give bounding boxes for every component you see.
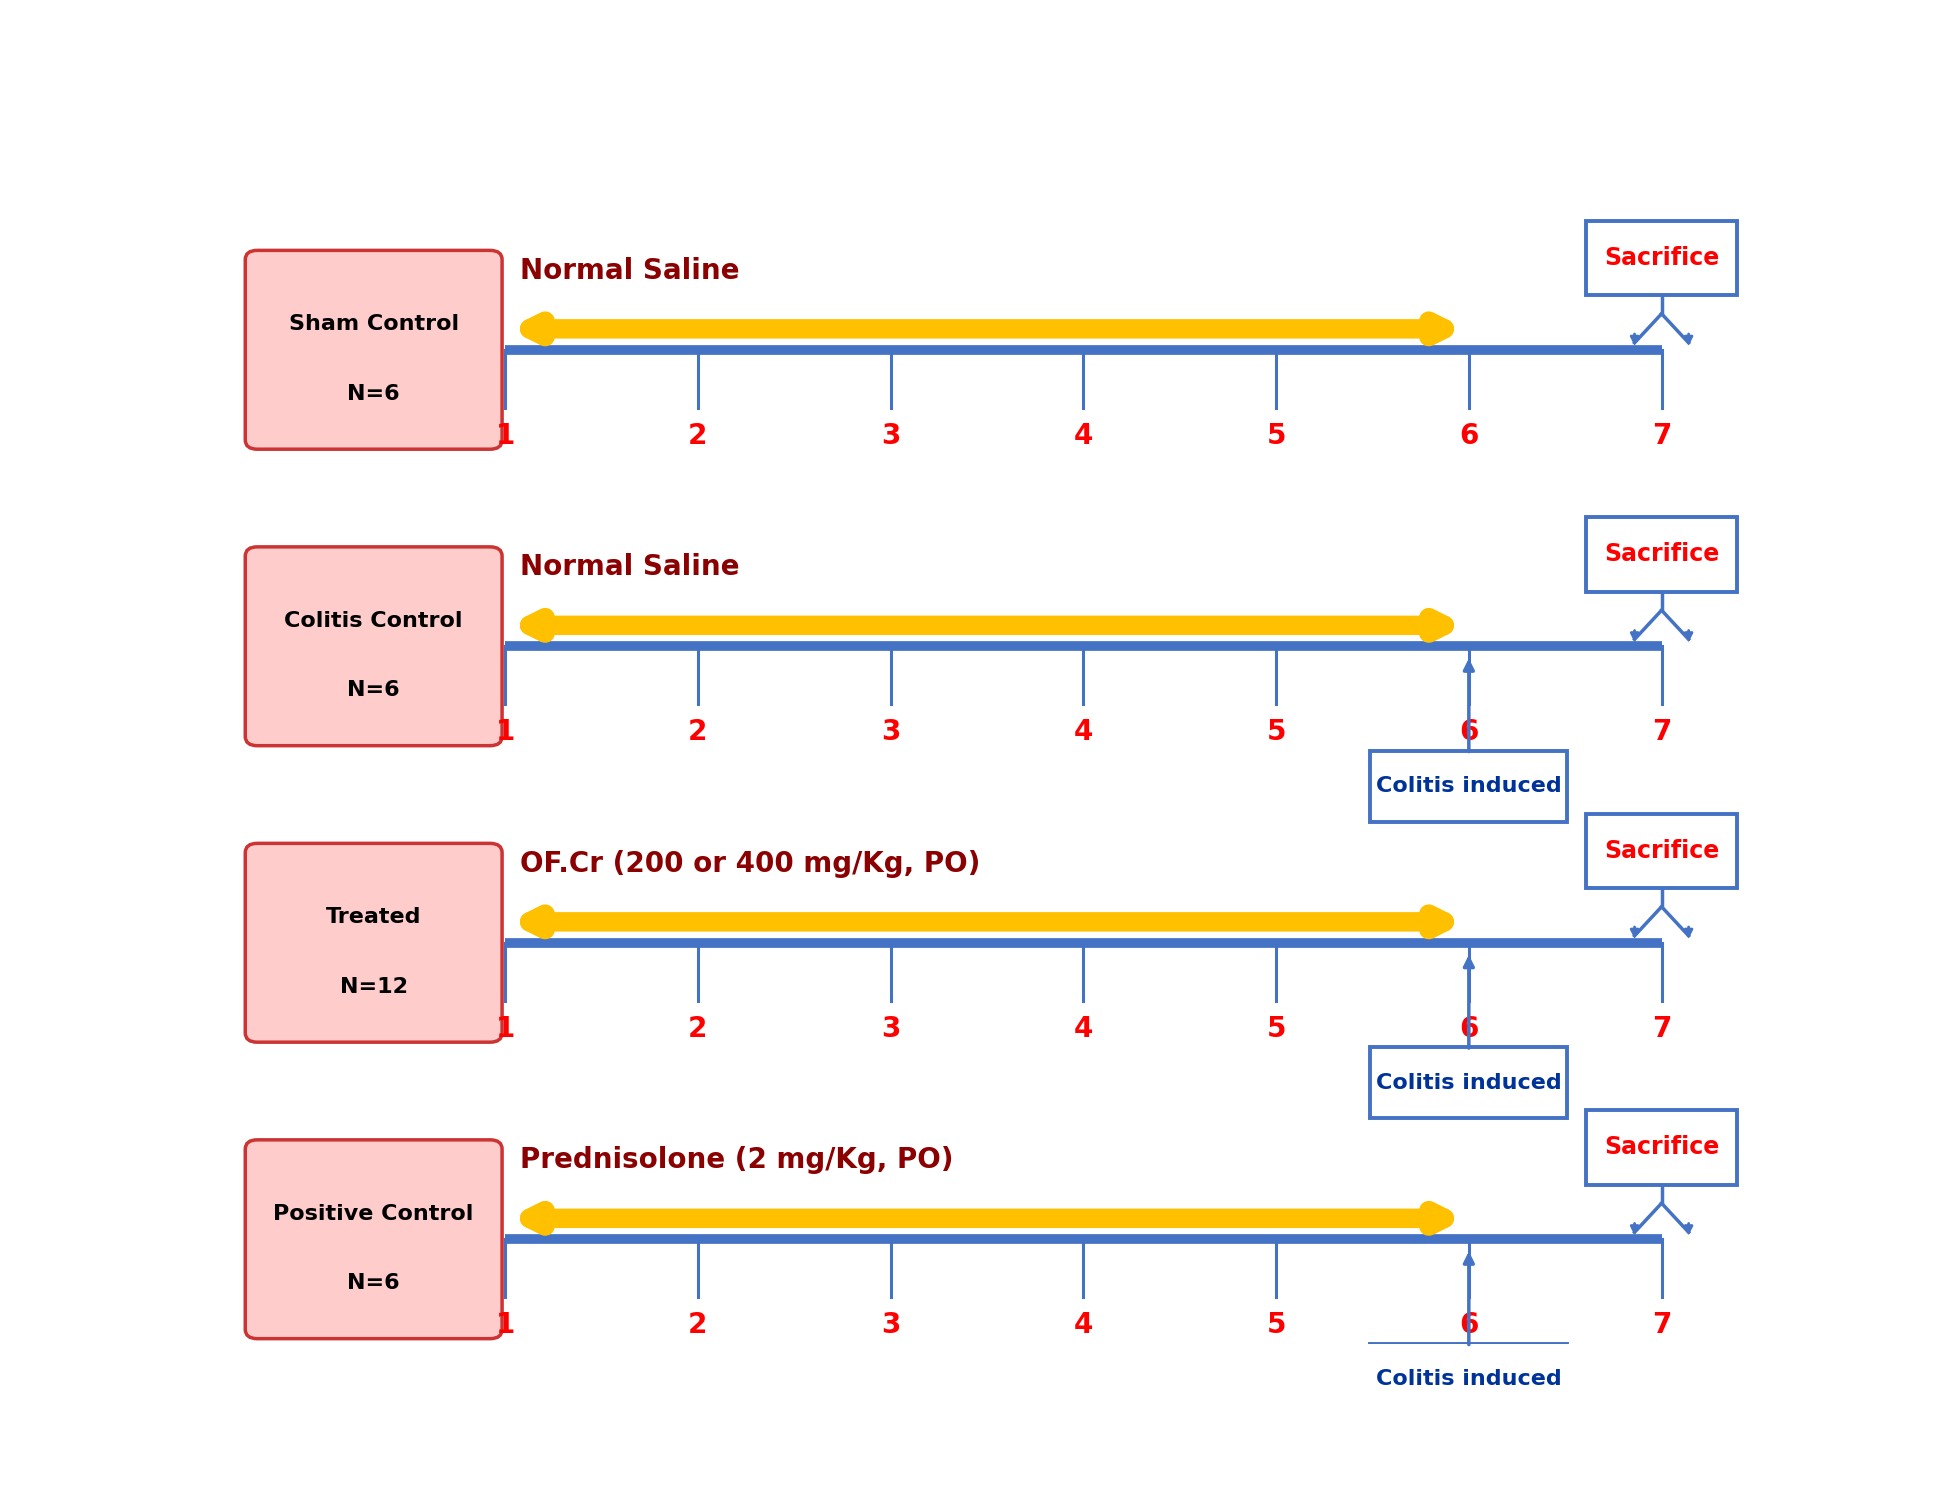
Text: 3: 3 <box>882 1311 901 1339</box>
Text: Treated: Treated <box>326 908 421 927</box>
Text: Sham Control: Sham Control <box>289 314 459 334</box>
Text: 5: 5 <box>1266 719 1285 746</box>
Text: 1: 1 <box>496 1015 516 1043</box>
Text: 3: 3 <box>882 421 901 450</box>
Text: 7: 7 <box>1651 1311 1671 1339</box>
Text: 4: 4 <box>1074 1311 1093 1339</box>
Text: Colitis induced: Colitis induced <box>1376 1074 1562 1093</box>
Text: 6: 6 <box>1459 421 1479 450</box>
Text: Colitis Control: Colitis Control <box>285 610 463 631</box>
Text: 4: 4 <box>1074 421 1093 450</box>
Text: Sacrifice: Sacrifice <box>1605 1136 1719 1160</box>
Text: 7: 7 <box>1651 421 1671 450</box>
Text: 6: 6 <box>1459 1015 1479 1043</box>
Text: OF.Cr (200 or 400 mg/Kg, PO): OF.Cr (200 or 400 mg/Kg, PO) <box>519 850 981 877</box>
FancyBboxPatch shape <box>246 844 502 1042</box>
Text: 6: 6 <box>1459 1311 1479 1339</box>
Text: N=6: N=6 <box>347 384 399 405</box>
Text: 2: 2 <box>688 719 707 746</box>
Text: 5: 5 <box>1266 1015 1285 1043</box>
Text: Sacrifice: Sacrifice <box>1605 246 1719 270</box>
Text: Colitis induced: Colitis induced <box>1376 1370 1562 1389</box>
Text: 4: 4 <box>1074 719 1093 746</box>
Text: 6: 6 <box>1459 719 1479 746</box>
FancyBboxPatch shape <box>1585 1110 1738 1185</box>
Text: 5: 5 <box>1266 1311 1285 1339</box>
FancyBboxPatch shape <box>1370 1048 1568 1119</box>
Text: 3: 3 <box>882 1015 901 1043</box>
Text: 7: 7 <box>1651 719 1671 746</box>
Text: Sacrifice: Sacrifice <box>1605 542 1719 566</box>
FancyBboxPatch shape <box>1585 518 1738 592</box>
FancyBboxPatch shape <box>1370 750 1568 821</box>
Text: 7: 7 <box>1651 1015 1671 1043</box>
Text: N=12: N=12 <box>339 977 407 997</box>
Text: Normal Saline: Normal Saline <box>519 257 740 285</box>
Text: 3: 3 <box>882 719 901 746</box>
FancyBboxPatch shape <box>1585 220 1738 294</box>
FancyBboxPatch shape <box>1585 814 1738 888</box>
Text: 1: 1 <box>496 719 516 746</box>
Text: Prednisolone (2 mg/Kg, PO): Prednisolone (2 mg/Kg, PO) <box>519 1146 953 1175</box>
Text: 2: 2 <box>688 1311 707 1339</box>
FancyBboxPatch shape <box>246 251 502 448</box>
Text: 5: 5 <box>1266 421 1285 450</box>
Text: Normal Saline: Normal Saline <box>519 553 740 581</box>
Text: 2: 2 <box>688 421 707 450</box>
Text: Sacrifice: Sacrifice <box>1605 840 1719 862</box>
Text: N=6: N=6 <box>347 681 399 701</box>
Text: 1: 1 <box>496 421 516 450</box>
Text: N=6: N=6 <box>347 1273 399 1294</box>
Text: 4: 4 <box>1074 1015 1093 1043</box>
Text: 1: 1 <box>496 1311 516 1339</box>
Text: Colitis induced: Colitis induced <box>1376 776 1562 796</box>
FancyBboxPatch shape <box>246 1140 502 1339</box>
FancyBboxPatch shape <box>246 547 502 746</box>
Text: Positive Control: Positive Control <box>273 1203 475 1223</box>
FancyBboxPatch shape <box>1370 1344 1568 1415</box>
Text: 2: 2 <box>688 1015 707 1043</box>
